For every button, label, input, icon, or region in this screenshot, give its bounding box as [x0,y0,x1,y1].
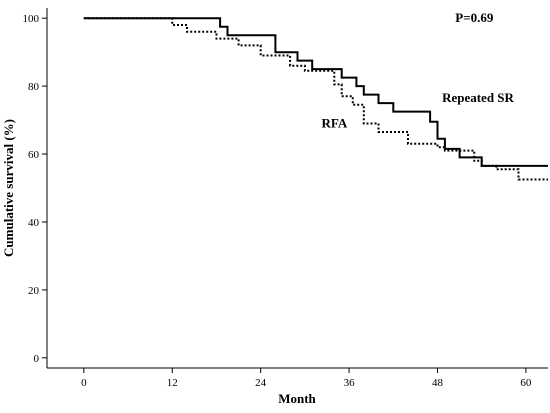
y-tick-label: 100 [23,13,40,25]
chart-annotations: P=0.69 Repeated SR RFA [321,10,514,130]
y-tick-label: 0 [34,353,40,365]
series-line-repeated-sr [83,17,548,167]
x-tick-label: 60 [520,377,532,389]
series-label-repeated-sr: Repeated SR [442,90,514,105]
y-tick-label: 80 [28,81,40,93]
x-tick-label: 24 [255,377,267,389]
y-tick-label: 40 [28,217,40,229]
y-tick-label: 60 [28,149,40,161]
survival-curves [83,17,548,181]
x-tick-label: 36 [344,377,356,389]
x-tick-label: 12 [167,377,178,389]
x-tick-label: 48 [432,377,444,389]
y-axis-title: Cumulative survival (%) [1,119,16,257]
x-tick-label: 0 [81,377,87,389]
y-tick-label: 20 [28,285,40,297]
x-axis-title: Month [278,391,316,406]
p-value-label: P=0.69 [455,10,494,25]
series-label-rfa: RFA [321,115,347,130]
series-line-rfa [83,17,548,181]
axis-ticks: 0 12 24 36 48 60 0 20 40 60 80 100 [23,13,532,389]
